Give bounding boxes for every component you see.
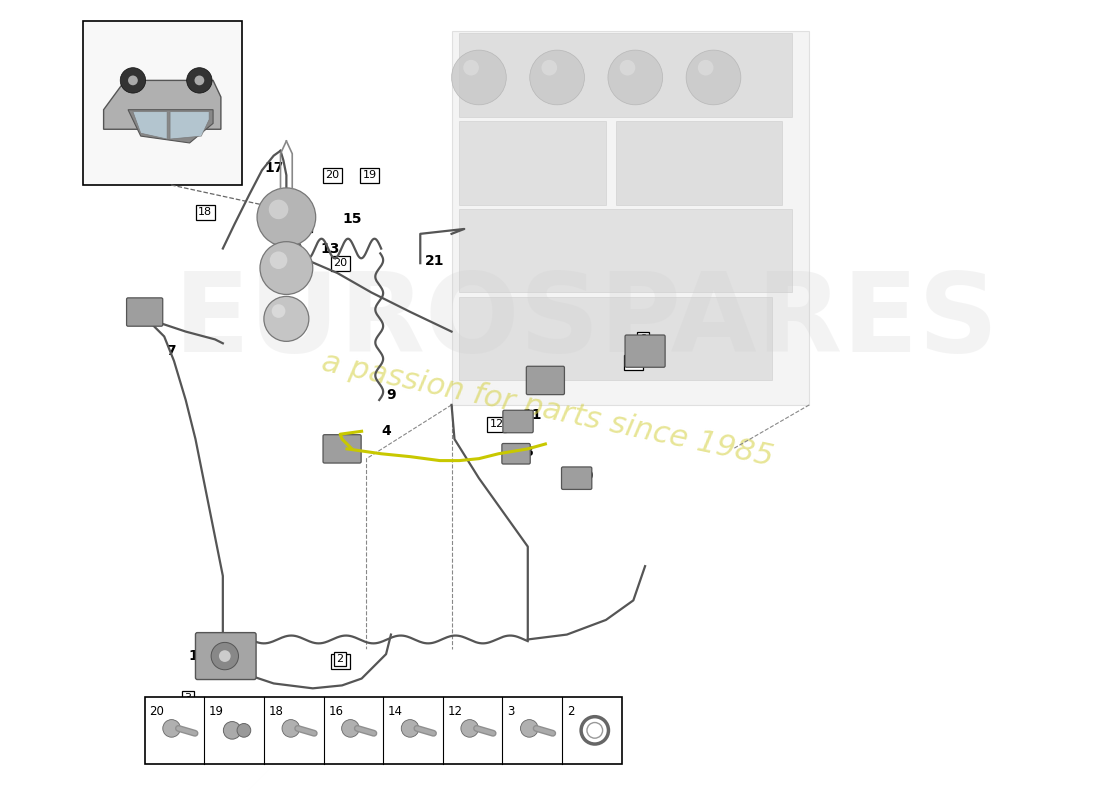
Bar [616,122,782,205]
Bar [460,122,606,205]
Bar [145,697,622,763]
Bar [460,34,792,117]
Text: 10: 10 [575,470,594,483]
FancyBboxPatch shape [503,410,534,433]
Text: 5: 5 [349,439,355,449]
Circle shape [187,68,212,93]
Circle shape [257,188,316,246]
Circle shape [264,296,309,342]
Text: 2: 2 [208,649,218,663]
Polygon shape [170,112,209,139]
Text: 8: 8 [522,445,532,459]
Text: 12: 12 [490,419,504,430]
Text: 5: 5 [125,305,135,319]
FancyBboxPatch shape [126,298,163,326]
Text: 15: 15 [342,212,362,226]
Circle shape [342,720,360,737]
Text: 9: 9 [386,388,396,402]
Text: 7: 7 [166,344,176,358]
Circle shape [282,720,299,737]
Text: 17: 17 [264,162,284,175]
Text: 13: 13 [321,242,340,255]
Text: 16: 16 [278,199,293,210]
Text: 12: 12 [626,358,640,368]
Circle shape [402,720,419,737]
Circle shape [520,720,538,737]
FancyBboxPatch shape [196,633,256,679]
Text: 20: 20 [150,705,164,718]
Circle shape [541,60,557,75]
FancyBboxPatch shape [526,366,564,394]
Text: 6: 6 [639,334,647,345]
Circle shape [260,242,312,294]
FancyBboxPatch shape [625,335,666,367]
Text: 14: 14 [333,657,348,667]
Polygon shape [103,80,221,130]
Text: 3: 3 [216,706,222,716]
Bar [460,298,772,381]
Circle shape [461,720,478,737]
Text: 1: 1 [188,649,198,663]
Bar [452,30,810,405]
Circle shape [120,68,145,93]
Text: EUROSPARES: EUROSPARES [174,268,999,375]
Circle shape [219,650,231,662]
Text: 3: 3 [184,693,191,703]
Text: 2: 2 [337,654,343,664]
Polygon shape [133,112,167,139]
Circle shape [619,60,636,75]
FancyBboxPatch shape [323,434,361,463]
Text: 2: 2 [566,705,574,718]
Text: 19: 19 [209,705,224,718]
Circle shape [272,304,285,318]
Circle shape [128,75,138,86]
Text: 18: 18 [198,207,212,218]
Text: a passion for parts since 1985: a passion for parts since 1985 [319,348,776,472]
Text: 18: 18 [268,705,284,718]
Text: 3: 3 [507,705,515,718]
Circle shape [268,200,288,219]
Circle shape [608,50,662,105]
Circle shape [686,50,741,105]
Text: 20: 20 [333,258,348,268]
Text: 4: 4 [382,424,390,438]
Bar [460,210,792,293]
Text: 3: 3 [200,706,207,716]
Circle shape [697,60,714,75]
Circle shape [195,75,205,86]
Circle shape [223,722,241,739]
Text: 12: 12 [448,705,463,718]
Text: 11: 11 [522,408,542,422]
Text: 19: 19 [362,170,376,180]
Text: 21: 21 [426,254,444,268]
Circle shape [452,50,506,105]
Text: 6: 6 [345,444,354,458]
Polygon shape [128,110,213,143]
Circle shape [463,60,478,75]
FancyBboxPatch shape [561,467,592,490]
Text: 14: 14 [388,705,403,718]
Text: 20: 20 [326,170,340,180]
Text: 16: 16 [329,705,343,718]
Text: 6: 6 [531,370,540,383]
Circle shape [238,723,251,737]
Circle shape [270,251,287,269]
Bar [84,21,242,185]
Text: 16: 16 [296,219,310,229]
Circle shape [163,720,180,737]
FancyBboxPatch shape [502,443,530,464]
Circle shape [530,50,584,105]
Circle shape [211,642,239,670]
